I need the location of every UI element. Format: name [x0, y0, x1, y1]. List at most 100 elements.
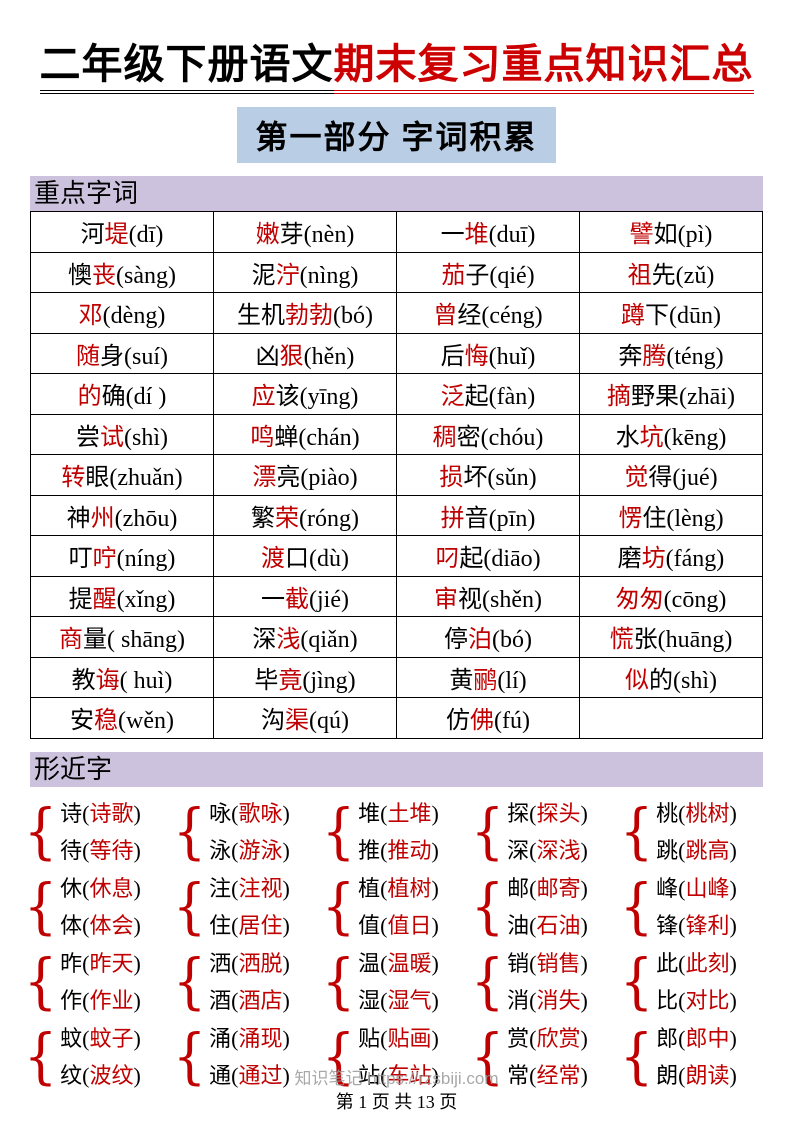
- paren-close: ): [729, 1062, 737, 1088]
- similar-char-line: 深(深浅): [507, 832, 588, 869]
- plain-text: 住: [642, 505, 667, 532]
- table-row: 神州(zhōu) 繁荣(róng) 拼音(pīn) 愣住(lèng): [30, 494, 763, 536]
- word-cell: 尝试(shì): [30, 413, 214, 455]
- similar-char-line: 油(石油): [507, 907, 588, 944]
- paren-close: ): [580, 837, 588, 863]
- paren-open: (: [678, 800, 686, 826]
- base-char: 休: [60, 875, 83, 901]
- paren-close: ): [431, 987, 439, 1013]
- paren-open: (: [231, 875, 239, 901]
- paren-open: (: [82, 1062, 90, 1088]
- plain-text: 野果: [631, 384, 680, 411]
- plain-text: 教: [71, 667, 96, 694]
- word-cell: 譬如(pì): [579, 211, 763, 253]
- highlighted-char: 茄: [441, 262, 466, 289]
- highlighted-char: 叼: [435, 546, 460, 573]
- example-word: 销售: [536, 950, 581, 976]
- paren-open: (: [529, 800, 537, 826]
- plain-text: 一: [440, 222, 465, 249]
- highlighted-char: 泞: [275, 262, 300, 289]
- plain-text: (dūn): [669, 303, 721, 330]
- example-word: 体会: [89, 912, 134, 938]
- plain-text: (nìng): [299, 262, 359, 289]
- similar-char-line: 蚊(蚊子): [60, 1020, 141, 1057]
- similar-chars-group: {休(休息) 体(体会): [24, 870, 173, 944]
- plain-text: 深: [252, 627, 277, 654]
- similar-char-line: 赏(欣赏): [507, 1020, 588, 1057]
- similar-char-line: 常(经常): [507, 1057, 588, 1094]
- plain-text: 视: [458, 586, 482, 613]
- similar-char-line: 纹(波纹): [60, 1057, 141, 1094]
- word-cell: 毕竟(jìng): [213, 656, 397, 698]
- plain-text: 后: [440, 343, 465, 370]
- similar-chars-group: {堆(土堆) 推(推动): [322, 795, 471, 869]
- highlighted-char: 转: [61, 465, 86, 492]
- example-word: 郎中: [685, 1025, 730, 1051]
- similar-chars-section-header: 形近字: [30, 751, 763, 787]
- paren-close: ): [133, 800, 141, 826]
- plain-text: 经: [457, 303, 482, 330]
- similar-chars-pair: 赏(欣赏) 常(经常): [507, 1020, 588, 1094]
- plain-text: 懊: [68, 262, 92, 289]
- plain-text: (zhuǎn): [109, 465, 183, 492]
- title-black-part: 二年级下册语文: [39, 41, 334, 94]
- base-char: 蚊: [60, 1025, 83, 1051]
- similar-chars-pair: 邮(邮寄) 油(石油): [507, 870, 588, 944]
- base-char: 待: [60, 837, 83, 863]
- highlighted-char: 漂: [252, 465, 277, 492]
- paren-open: (: [82, 1025, 90, 1051]
- base-char: 峰: [656, 875, 679, 901]
- similar-chars-pair: 贴(贴画) 站(车站): [358, 1020, 439, 1094]
- plain-text: (qiǎn): [300, 627, 358, 654]
- brace-icon: {: [173, 947, 207, 1016]
- word-cell: 叮咛(níng): [30, 535, 214, 577]
- base-char: 体: [60, 912, 83, 938]
- base-char: 酒: [209, 987, 232, 1013]
- plain-text: 叮: [68, 546, 93, 573]
- word-cell: 黄鹂(lí): [396, 656, 580, 698]
- word-cell: 磨坊(fáng): [579, 535, 763, 577]
- base-char: 住: [209, 912, 232, 938]
- word-cell: 慌张(huāng): [579, 616, 763, 658]
- similar-char-line: 酒(酒店): [209, 982, 290, 1019]
- word-cell: 后悔(huǐ): [396, 332, 580, 374]
- plain-text: (wěn): [118, 708, 174, 735]
- paren-close: ): [282, 837, 290, 863]
- plain-text: (lèng): [666, 505, 724, 532]
- plain-text: 张: [633, 627, 658, 654]
- paren-close: ): [133, 875, 141, 901]
- plain-text: (duī): [488, 222, 536, 249]
- word-cell: 繁荣(róng): [213, 494, 397, 536]
- brace-icon: {: [471, 947, 505, 1016]
- similar-char-line: 注(注视): [209, 870, 290, 907]
- plain-text: (dù): [309, 546, 349, 573]
- watermark-text: 知识笔记 https://rzsbiji.com: [294, 1069, 499, 1088]
- plain-text: (céng): [481, 303, 543, 330]
- plain-text: 芽: [279, 222, 304, 249]
- highlighted-char: 狠: [279, 343, 304, 370]
- plain-text: (lí): [497, 667, 527, 694]
- example-word: 消失: [536, 987, 581, 1013]
- similar-char-line: 邮(邮寄): [507, 870, 588, 907]
- word-cell: 深浅(qiǎn): [213, 616, 397, 658]
- word-cell: 一堆(duī): [396, 211, 580, 253]
- paren-open: (: [231, 987, 239, 1013]
- word-cell: 觉得(jué): [579, 454, 763, 496]
- highlighted-char: 的: [77, 384, 102, 411]
- paren-close: ): [133, 987, 141, 1013]
- paren-close: ): [729, 837, 737, 863]
- example-word: 注视: [238, 875, 283, 901]
- table-row: 懊丧(sàng) 泥泞(nìng) 茄子(qié) 祖先(zǔ): [30, 251, 763, 293]
- paren-open: (: [231, 1025, 239, 1051]
- paren-open: (: [529, 987, 537, 1013]
- paren-open: (: [231, 950, 239, 976]
- paren-open: (: [380, 1025, 388, 1051]
- example-word: 朗读: [685, 1062, 730, 1088]
- base-char: 昨: [60, 950, 83, 976]
- highlighted-char: 蹲: [621, 303, 645, 330]
- plain-text: ( huì): [119, 667, 173, 694]
- word-cell: 泥泞(nìng): [213, 251, 397, 293]
- similar-chars-row: {昨(昨天) 作(作业){洒(洒脱) 酒(酒店){温(温暖) 湿(湿气){销(销售) 消…: [24, 945, 769, 1019]
- plain-text: 神: [66, 505, 91, 532]
- paren-close: ): [431, 875, 439, 901]
